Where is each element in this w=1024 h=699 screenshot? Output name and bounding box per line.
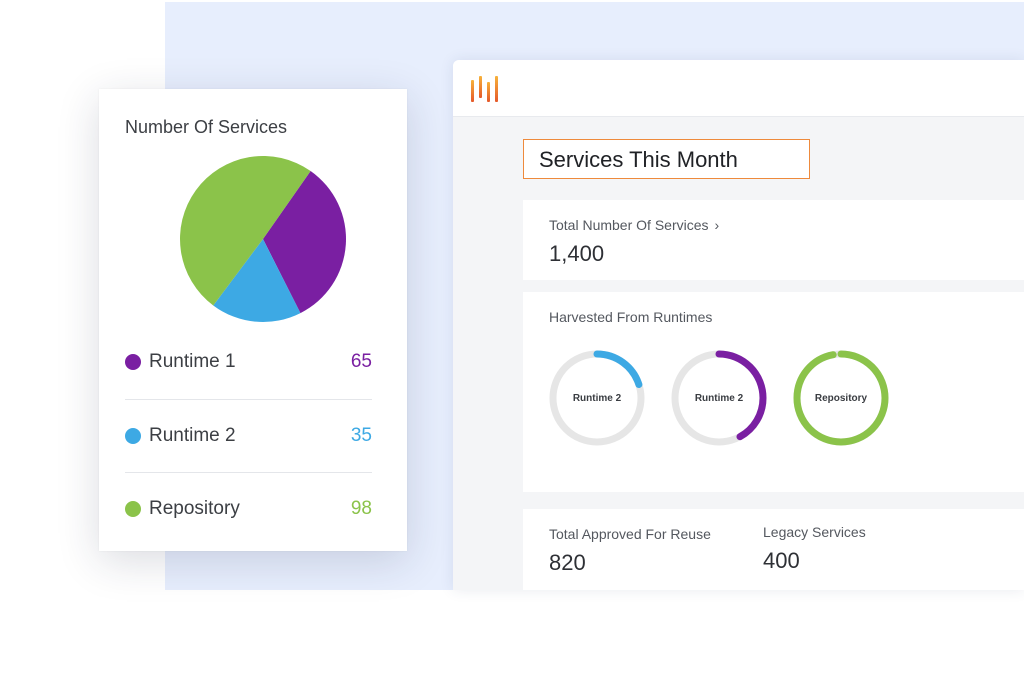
- progress-ring-graphic: [671, 350, 767, 446]
- services-card-title: Number Of Services: [125, 117, 288, 137]
- legend-name: Runtime 1: [149, 351, 236, 372]
- harvested-card: Harvested From Runtimes Runtime 2 Runtime…: [523, 292, 1024, 492]
- progress-ring[interactable]: Runtime 2: [547, 348, 647, 448]
- legend-name: Repository: [149, 498, 240, 519]
- legend-row-repository: Repository 98: [125, 490, 372, 530]
- divider: [125, 472, 372, 473]
- progress-ring-graphic: [549, 350, 645, 446]
- legend-value: 35: [350, 425, 372, 446]
- ring-label: Runtime 2: [572, 392, 622, 404]
- bars-logo-icon[interactable]: [469, 74, 503, 104]
- chevron-right-icon[interactable]: ›: [714, 217, 720, 233]
- legend-name: Runtime 2: [149, 425, 236, 446]
- total-services-label: Total Number Of Services: [549, 217, 709, 233]
- top-bar: [453, 60, 1024, 117]
- approved-value: 820: [549, 550, 586, 575]
- total-services-card[interactable]: Total Number Of Services › 1,400: [523, 200, 1024, 280]
- pie-slice-repository: [180, 156, 311, 306]
- page-title: Services This Month: [523, 139, 810, 179]
- legacy-value: 400: [763, 548, 800, 573]
- pie-slice-runtime-1: [263, 171, 346, 314]
- progress-ring[interactable]: Runtime 2: [669, 348, 769, 448]
- ring-progress-arc: [549, 350, 645, 446]
- legend-value: 65: [350, 351, 372, 372]
- ring-progress-arc: [793, 350, 889, 446]
- ring-label: Runtime 2: [694, 392, 744, 404]
- legend-dot: [125, 428, 141, 444]
- progress-ring-graphic: [793, 350, 889, 446]
- number-of-services-card: Number Of Services Runtime 1 65 Runtime …: [99, 89, 407, 551]
- total-services-value: 1,400: [549, 241, 605, 266]
- legend-row-runtime-1: Runtime 1 65: [125, 343, 372, 383]
- approved-label: Total Approved For Reuse: [549, 526, 711, 542]
- legend-dot: [125, 501, 141, 517]
- legend-dot: [125, 354, 141, 370]
- ring-label: Repository: [814, 392, 868, 404]
- harvested-label: Harvested From Runtimes: [549, 309, 713, 325]
- divider: [125, 399, 372, 400]
- reuse-stats-card: Total Approved For Reuse 820 Legacy Serv…: [523, 509, 1024, 590]
- legacy-label: Legacy Services: [763, 524, 866, 540]
- legend-row-runtime-2: Runtime 2 35: [125, 417, 372, 457]
- app-window: Services This Month Total Number Of Serv…: [453, 60, 1024, 590]
- legend-value: 98: [350, 498, 372, 519]
- total-services-label-row[interactable]: Total Number Of Services ›: [549, 217, 719, 233]
- progress-ring[interactable]: Repository: [791, 348, 891, 448]
- services-pie-chart: [180, 156, 346, 322]
- ring-progress-arc: [671, 350, 767, 446]
- pie-slice-runtime-2: [213, 239, 301, 322]
